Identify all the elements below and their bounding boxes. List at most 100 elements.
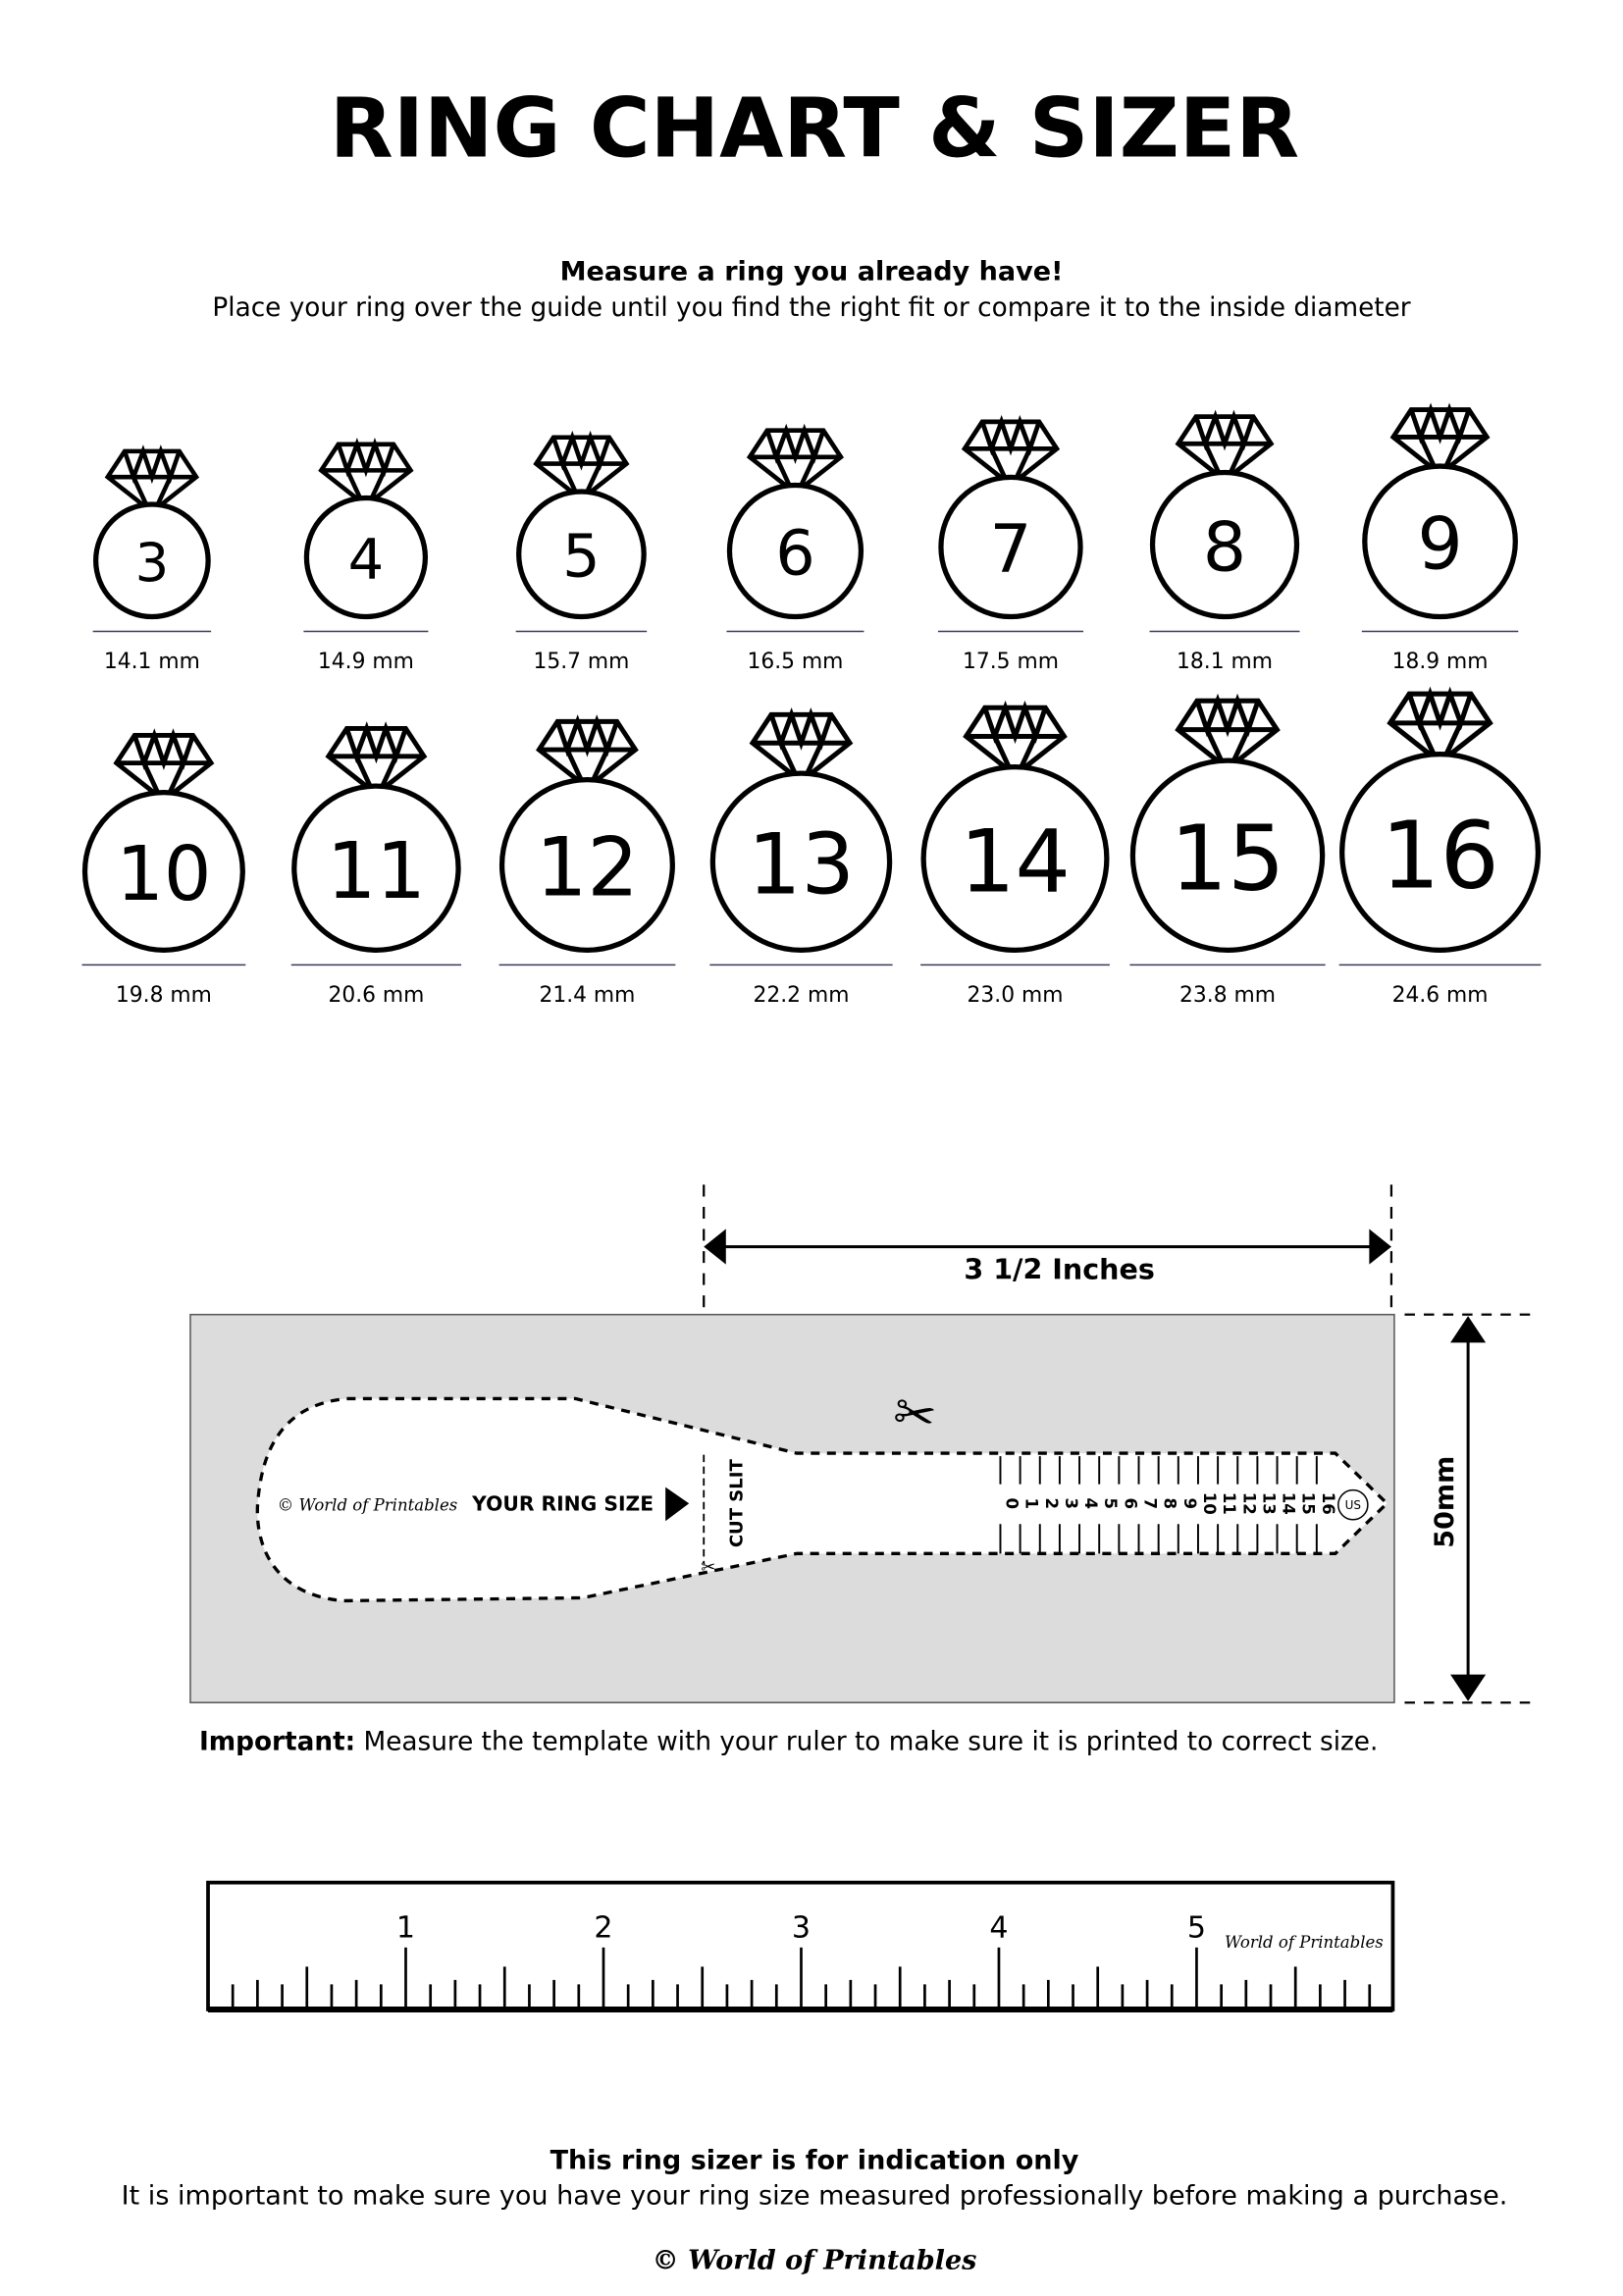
scale-number: 6 [1121, 1497, 1139, 1509]
ring-diameter-label: 23.0 mm [968, 983, 1064, 1008]
page-title: RING CHART & SIZER [330, 79, 1299, 176]
ring-diameter-label: 14.9 mm [318, 650, 414, 674]
scale-number: 0 [1002, 1497, 1021, 1509]
ring-circle [1339, 751, 1542, 953]
ring-size-number: 5 [562, 523, 601, 592]
ring-circle [92, 501, 211, 620]
scissors-icon: ✂ [889, 1383, 940, 1448]
diamond-icon [318, 438, 414, 503]
ring-size-chart: 3 14.1 mm 4 14.9 mm 5 15.7 mm 6 16.5 mm 7 17.5 mm… [81, 402, 1542, 1008]
ring-size-5: 5 15.7 mm [515, 430, 648, 674]
sizer-brand-logo: © World of Printables [278, 1496, 458, 1515]
ring-size-number: 3 [135, 532, 170, 594]
ruler-number: 1 [396, 1910, 415, 1945]
ruler-number: 2 [594, 1910, 612, 1945]
diamond-icon [963, 700, 1068, 773]
diamond-icon [533, 430, 630, 497]
important-text: Measure the template with your ruler to … [355, 1727, 1378, 1756]
ring-diameter-label: 21.4 mm [539, 983, 635, 1008]
scale-number: 11 [1220, 1492, 1238, 1515]
intro-text: Place your ring over the guide until you… [212, 293, 1410, 323]
ring-circle [938, 474, 1083, 620]
ring-circle [1129, 757, 1326, 953]
scale-number: 2 [1042, 1497, 1061, 1509]
small-scissors-icon: ✂ [701, 1557, 715, 1578]
ruler-brand-logo: World of Printables [1225, 1933, 1384, 1952]
us-badge-label: US [1345, 1498, 1361, 1512]
important-note: Important: Measure the template with you… [199, 1727, 1378, 1756]
arrow-down-icon [1450, 1674, 1487, 1701]
ring-circle [498, 776, 675, 953]
ring-size-number: 10 [116, 831, 211, 918]
ring-size-9: 9 18.9 mm [1361, 402, 1519, 674]
ring-circle [726, 482, 864, 620]
diamond-icon [1175, 693, 1281, 766]
footer-text: It is important to make sure you have yo… [122, 2180, 1508, 2211]
ring-circle [1149, 469, 1300, 620]
important-label: Important: [199, 1727, 355, 1756]
scale-number: 13 [1259, 1492, 1278, 1515]
scale-number: 4 [1081, 1497, 1100, 1509]
your-ring-size-label: YOUR RING SIZE [471, 1492, 654, 1516]
ring-size-3: 3 14.1 mm [92, 444, 212, 674]
scale-number: 12 [1239, 1492, 1258, 1515]
ring-size-15: 15 23.8 mm [1129, 693, 1326, 1008]
ring-size-16: 16 24.6 mm [1338, 686, 1542, 1008]
width-label: 3 1/2 Inches [964, 1253, 1154, 1286]
height-label: 50mm [1430, 1456, 1460, 1548]
ruler-number: 5 [1187, 1910, 1206, 1945]
ring-size-number: 6 [775, 518, 814, 591]
ring-diameter-label: 23.8 mm [1179, 983, 1276, 1008]
diamond-icon [749, 706, 854, 779]
ring-size-11: 11 20.6 mm [290, 721, 462, 1008]
ring-diameter-label: 18.9 mm [1392, 650, 1489, 674]
ring-size-6: 6 16.5 mm [726, 423, 864, 674]
ring-size-number: 13 [748, 817, 855, 914]
ring-circle [920, 763, 1110, 953]
intro-heading: Measure a ring you already have! [560, 257, 1064, 287]
footer-heading: This ring sizer is for indication only [550, 2145, 1079, 2175]
diamond-icon [325, 721, 428, 792]
ring-diameter-label: 15.7 mm [533, 650, 629, 674]
ring-circle [291, 783, 461, 953]
ring-size-13: 13 22.2 mm [709, 706, 893, 1008]
ring-size-number: 15 [1171, 807, 1285, 912]
ruler-number: 4 [989, 1910, 1008, 1945]
ring-size-number: 16 [1381, 802, 1499, 910]
scale-number: 15 [1299, 1492, 1318, 1515]
ring-size-number: 8 [1203, 507, 1246, 587]
ring-circle [303, 495, 429, 620]
scale-number: 16 [1319, 1492, 1337, 1515]
arrow-right-icon [1369, 1228, 1391, 1265]
sizer-scale: 0 1 2 3 4 5 6 7 8 9 10 11 12 13 14 15 16 [999, 1456, 1337, 1554]
ruler-number: 3 [792, 1910, 811, 1945]
scale-number: 3 [1062, 1497, 1080, 1509]
ring-circle [516, 489, 647, 620]
ring-size-number: 4 [348, 527, 385, 593]
ring-circle [709, 770, 893, 953]
diamond-icon [113, 728, 215, 798]
ring-size-14: 14 23.0 mm [920, 700, 1110, 1008]
ring-size-8: 8 18.1 mm [1149, 409, 1300, 674]
ring-diameter-label: 24.6 mm [1392, 983, 1489, 1008]
scale-number: 8 [1161, 1497, 1179, 1509]
inch-ruler: World of Printables 1 2 3 4 5 [206, 1880, 1395, 2012]
scale-number: 7 [1141, 1497, 1160, 1509]
us-badge [1337, 1488, 1369, 1521]
ring-diameter-label: 18.1 mm [1177, 650, 1273, 674]
ring-diameter-label: 20.6 mm [328, 983, 424, 1008]
scale-number: 10 [1200, 1492, 1219, 1515]
footer-brand-logo: © World of Printables [653, 2246, 977, 2276]
ring-size-number: 12 [536, 821, 639, 915]
arrow-up-icon [1450, 1316, 1487, 1343]
ring-diameter-label: 14.1 mm [104, 650, 200, 674]
diamond-icon [104, 444, 200, 510]
ring-size-number: 14 [960, 811, 1071, 913]
diamond-icon [746, 423, 845, 491]
ring-size-number: 7 [990, 510, 1032, 588]
diamond-icon [536, 714, 639, 786]
ring-size-number: 11 [327, 825, 426, 916]
ring-circle [1362, 463, 1518, 620]
sizer-cutout [255, 1396, 1389, 1603]
